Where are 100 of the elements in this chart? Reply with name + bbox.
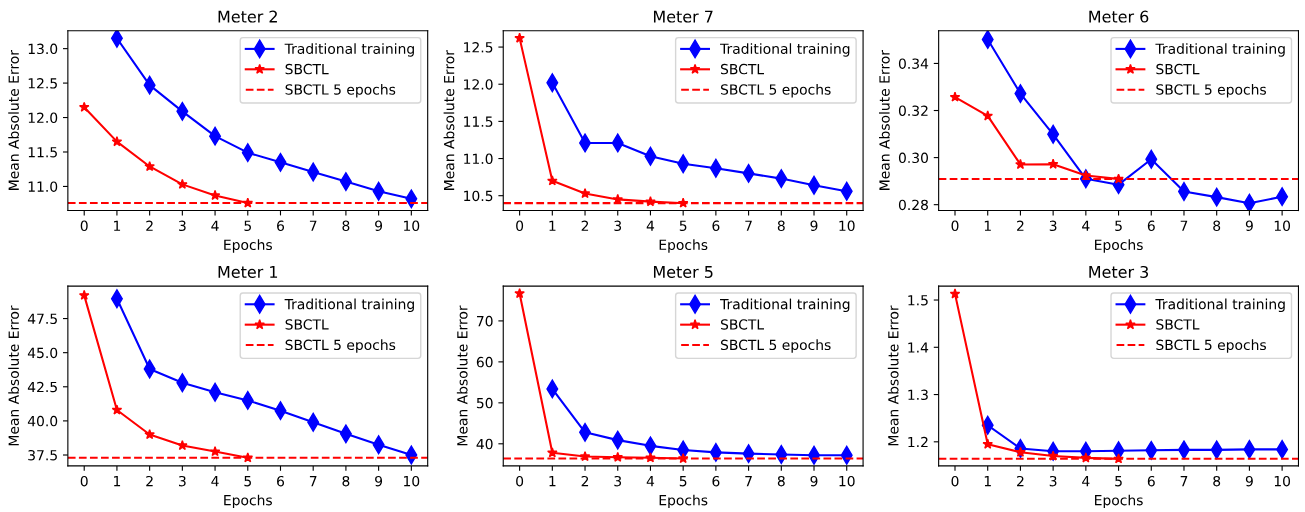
point — [514, 32, 525, 43]
x-tick-label: 9 — [375, 475, 383, 487]
x-tick-label: 10 — [1274, 475, 1291, 487]
y-tick-label: 1.5 — [908, 295, 928, 306]
y-tick-label: 11.5 — [464, 116, 493, 127]
y-tick-label: 12.5 — [464, 42, 493, 53]
x-tick-label: 2 — [1017, 475, 1024, 487]
x-tick-label: 1 — [114, 476, 121, 487]
x-tick-label: 0 — [951, 475, 959, 487]
point — [177, 439, 188, 451]
chart-title: Meter 5 — [653, 266, 713, 278]
y-tick-label: 1.4 — [908, 342, 929, 353]
point — [949, 288, 961, 299]
point — [209, 446, 221, 457]
x-tick-label: 7 — [1180, 220, 1188, 231]
x-tick-label: 7 — [745, 220, 752, 231]
x-tick-label: 5 — [1115, 220, 1122, 232]
x-axis-title: Epochs — [224, 494, 272, 509]
legend-label: SBCTL 5 epochs — [720, 339, 831, 353]
x-tick-label: 7 — [309, 220, 317, 231]
y-tick-label: 50 — [476, 397, 493, 409]
point — [78, 101, 90, 112]
point — [78, 289, 90, 300]
legend-label: SBCTL — [285, 63, 329, 75]
y-tick-label: 11.0 — [28, 181, 58, 192]
y-tick-label: 60 — [476, 356, 493, 368]
x-tick-label: 9 — [375, 220, 383, 232]
x-tick-label: 9 — [810, 475, 818, 487]
x-tick-label: 8 — [1213, 475, 1221, 487]
x-tick-label: 2 — [146, 220, 153, 231]
x-tick-label: 10 — [404, 220, 420, 232]
point — [111, 404, 123, 415]
x-tick-label: 4 — [211, 220, 219, 231]
x-tick-label: 1 — [114, 220, 121, 231]
legend-label: SBCTL 5 epochs — [720, 83, 831, 98]
x-tick-label: 10 — [839, 220, 855, 232]
legend-label: SBCTL 5 epochs — [1156, 339, 1266, 353]
legend-label: SBCTL — [1156, 63, 1200, 75]
point — [514, 287, 525, 299]
x-tick-label: 8 — [1213, 220, 1221, 232]
x-tick-label: 4 — [646, 220, 655, 231]
point — [144, 428, 155, 440]
chart-title: Meter 1 — [218, 266, 278, 278]
y-tick-label: 0.32 — [898, 105, 928, 116]
x-tick-label: 8 — [777, 475, 785, 487]
point — [1243, 193, 1256, 211]
x-tick-label: 7 — [309, 476, 317, 487]
x-tick-label: 5 — [679, 220, 687, 232]
y-tick-label: 1.3 — [908, 389, 928, 401]
x-tick-label: 3 — [1049, 475, 1057, 487]
legend-label: SBCTL 5 epochs — [285, 339, 396, 353]
legend-label: Traditional training — [720, 43, 850, 57]
legend-label: Traditional training — [284, 298, 414, 313]
x-tick-label: 4 — [646, 476, 655, 487]
x-tick-label: 10 — [1274, 220, 1291, 232]
point — [982, 110, 994, 121]
y-axis-title: Mean Absolute Error — [887, 305, 899, 446]
x-tick-label: 4 — [211, 476, 219, 487]
x-tick-label: 9 — [1245, 220, 1253, 232]
x-tick-label: 0 — [80, 220, 88, 232]
x-tick-label: 6 — [277, 475, 285, 487]
y-tick-label: 11.5 — [28, 147, 57, 158]
chart-title: Meter 6 — [1089, 10, 1149, 23]
x-tick-label: 3 — [1049, 220, 1057, 232]
y-tick-label: 47.5 — [27, 313, 57, 325]
chart-title: Meter 2 — [218, 10, 277, 23]
x-tick-label: 8 — [342, 475, 350, 487]
legend-label: SBCTL 5 epochs — [285, 83, 396, 98]
point — [547, 175, 558, 186]
x-tick-label: 1 — [549, 220, 556, 231]
legend-label: Traditional training — [1155, 43, 1285, 57]
x-tick-label: 5 — [244, 220, 251, 232]
y-tick-label: 40.0 — [27, 415, 58, 427]
y-axis-title: Mean Absolute Error — [879, 50, 890, 190]
x-tick-label: 4 — [1082, 476, 1090, 487]
x-tick-label: 0 — [951, 220, 959, 232]
x-tick-label: 3 — [614, 220, 622, 232]
x-tick-label: 7 — [745, 476, 752, 487]
point — [579, 187, 591, 199]
y-tick-label: 1.2 — [908, 436, 928, 448]
y-tick-label: 0.30 — [898, 152, 928, 164]
point — [144, 160, 155, 172]
legend-label: SBCTL — [720, 63, 764, 75]
x-tick-label: 6 — [1147, 220, 1155, 232]
x-tick-label: 2 — [1017, 220, 1024, 231]
x-tick-label: 6 — [712, 220, 720, 232]
y-tick-label: 70 — [477, 315, 493, 327]
x-tick-label: 4 — [1082, 220, 1090, 231]
legend-label: SBCTL — [285, 319, 329, 330]
x-tick-label: 1 — [549, 476, 556, 487]
point — [1047, 158, 1059, 169]
legend-label: SBCTL — [720, 319, 764, 330]
y-tick-label: 42.5 — [27, 381, 57, 393]
legend-label: Traditional training — [720, 298, 850, 313]
x-tick-label: 5 — [679, 476, 687, 487]
y-tick-label: 0.34 — [898, 58, 929, 69]
x-tick-label: 3 — [614, 475, 622, 487]
legend-label: Traditional training — [1155, 298, 1285, 313]
point — [110, 30, 123, 48]
y-tick-label: 45.0 — [27, 347, 58, 359]
